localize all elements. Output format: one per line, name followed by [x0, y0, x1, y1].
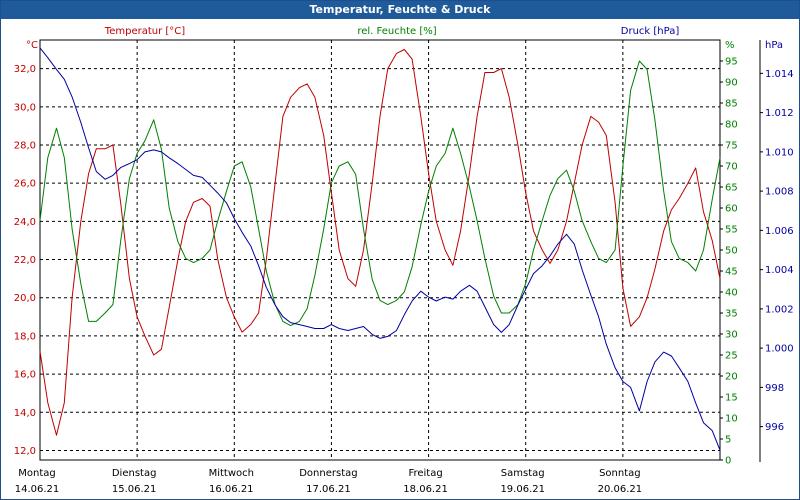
day-label: Dienstag — [112, 468, 157, 479]
tick-label-humidity: 90 — [725, 78, 738, 89]
tick-label-humidity: 95 — [725, 57, 738, 68]
tick-label-humidity: 75 — [725, 141, 738, 152]
tick-label-humidity: 0 — [725, 456, 731, 467]
tick-label-temperature: 14,0 — [14, 408, 36, 419]
tick-label-humidity: 80 — [725, 120, 738, 131]
tick-label-humidity: 5 — [725, 435, 731, 446]
tick-label-humidity: 20 — [725, 372, 738, 383]
date-label: 20.06.21 — [598, 484, 643, 495]
tick-label-humidity: 15 — [725, 393, 738, 404]
tick-label-temperature: 12,0 — [14, 446, 36, 457]
series-group — [39, 47, 721, 451]
date-label: 17.06.21 — [306, 484, 351, 495]
tick-label-temperature: 24,0 — [14, 217, 36, 228]
legend-pressure: Druck [hPa] — [621, 26, 680, 37]
grid — [40, 40, 720, 460]
tick-label-humidity: 60 — [725, 204, 738, 215]
day-label: Donnerstag — [299, 468, 357, 479]
tick-label-humidity: 35 — [725, 309, 738, 320]
series-humidity-line — [39, 60, 721, 327]
tick-label-humidity: 70 — [725, 162, 738, 173]
tick-label-humidity: 30 — [725, 330, 738, 341]
tick-label-humidity: 10 — [725, 414, 738, 425]
tick-label-pressure: 1.006 — [765, 226, 794, 237]
tick-label-pressure: 1.002 — [765, 304, 794, 315]
tick-label-temperature: 18,0 — [14, 331, 36, 342]
tick-label-humidity: 45 — [725, 267, 738, 278]
series-pressure-line — [39, 47, 721, 451]
tick-label-pressure: 1.014 — [765, 69, 794, 80]
tick-label-pressure: 996 — [765, 422, 784, 433]
date-label: 16.06.21 — [209, 484, 254, 495]
tick-label-temperature: 16,0 — [14, 370, 36, 381]
day-label: Samstag — [501, 468, 545, 479]
tick-label-pressure: 1.004 — [765, 265, 794, 276]
legend-humidity: rel. Feuchte [%] — [357, 26, 436, 37]
tick-label-pressure: 1.010 — [765, 147, 794, 158]
day-label: Sonntag — [599, 468, 641, 479]
tick-label-humidity: 25 — [725, 351, 738, 362]
window-title: Temperatur, Feuchte & Druck — [1, 1, 799, 19]
tick-label-pressure: 1.008 — [765, 187, 794, 198]
date-label: 14.06.21 — [15, 484, 60, 495]
right1-axis-unit: % — [725, 40, 735, 51]
tick-label-humidity: 50 — [725, 246, 738, 257]
axes — [720, 40, 763, 462]
tick-label-temperature: 32,0 — [14, 64, 36, 75]
series-temperature-line — [39, 49, 721, 436]
tick-label-humidity: 55 — [725, 225, 738, 236]
day-label: Freitag — [408, 468, 442, 479]
tick-label-temperature: 28,0 — [14, 141, 36, 152]
date-label: 18.06.21 — [403, 484, 448, 495]
tick-label-humidity: 65 — [725, 183, 738, 194]
tick-label-temperature: 20,0 — [14, 293, 36, 304]
axis-labels: °C % hPa Temperatur [°C] rel. Feuchte [%… — [14, 26, 794, 495]
tick-label-humidity: 85 — [725, 99, 738, 110]
right2-axis-unit: hPa — [765, 40, 783, 51]
day-label: Montag — [18, 468, 55, 479]
tick-label-temperature: 30,0 — [14, 102, 36, 113]
tick-label-temperature: 22,0 — [14, 255, 36, 266]
tick-label-humidity: 40 — [725, 288, 738, 299]
tick-label-pressure: 998 — [765, 383, 784, 394]
tick-label-pressure: 1.000 — [765, 344, 794, 355]
day-label: Mittwoch — [209, 468, 254, 479]
date-label: 15.06.21 — [112, 484, 157, 495]
tick-label-temperature: 26,0 — [14, 179, 36, 190]
left-axis-unit: °C — [26, 40, 38, 51]
date-label: 19.06.21 — [500, 484, 545, 495]
plot-frame — [39, 39, 721, 461]
legend-temperature: Temperatur [°C] — [104, 26, 185, 37]
tick-label-pressure: 1.012 — [765, 108, 794, 119]
